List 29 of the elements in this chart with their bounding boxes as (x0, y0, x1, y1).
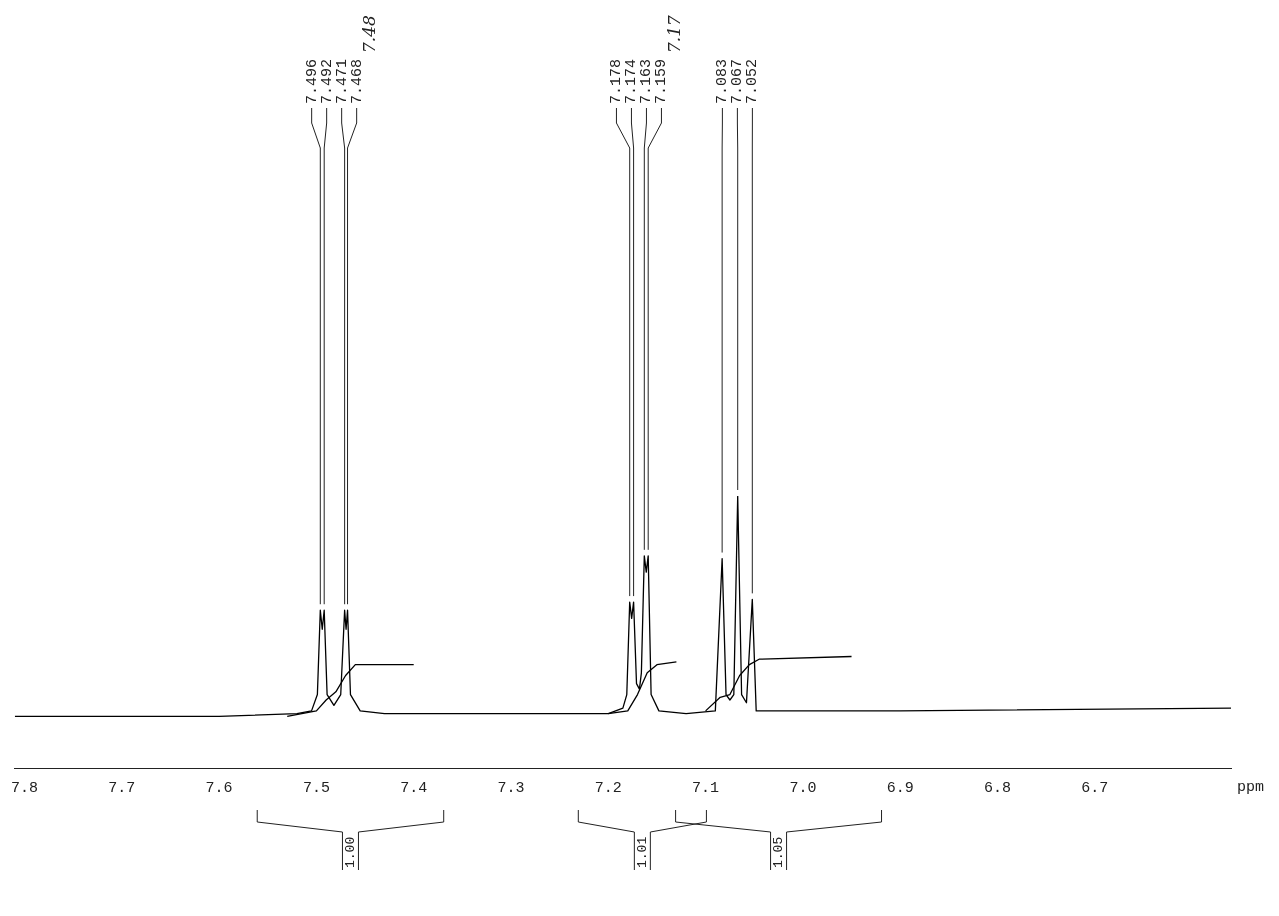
x-tick-label: 7.7 (108, 779, 136, 797)
annotation: 7.492 (318, 58, 336, 104)
x-tick-label: 7.4 (400, 779, 428, 797)
x-tick-label: 7.0 (789, 779, 817, 797)
annotation: 7.052 (744, 58, 762, 104)
text: 1.01 (634, 836, 650, 868)
x-tick-label: 6.7 (1081, 779, 1109, 797)
annotation: 7.083 (714, 58, 732, 104)
annotation: 7.067 (729, 58, 747, 104)
text: 7.48 (359, 14, 380, 53)
x-axis-title: ppm (1237, 779, 1265, 797)
annotation: 7.163 (638, 58, 656, 104)
x-tick-label: 6.8 (983, 779, 1011, 797)
x-tick-label: 7.6 (205, 779, 233, 797)
text: 1.05 (771, 836, 787, 868)
annotation: 7.174 (623, 58, 641, 104)
x-tick-label: 7.8 (11, 779, 39, 797)
annotation: 7.496 (303, 58, 321, 104)
text: 1.00 (342, 836, 358, 868)
text: 7.17 (663, 14, 684, 53)
x-tick-label: 7.5 (302, 779, 330, 797)
x-tick-label: 6.9 (886, 779, 914, 797)
x-tick-label: 7.2 (594, 779, 622, 797)
x-tick-label: 7.1 (692, 779, 720, 797)
annotation: 7.159 (653, 58, 671, 104)
x-tick-label: 7.3 (497, 779, 525, 797)
annotation: 7.178 (608, 58, 626, 104)
annotation: 7.471 (333, 58, 351, 104)
annotation: 7.468 (348, 58, 366, 104)
